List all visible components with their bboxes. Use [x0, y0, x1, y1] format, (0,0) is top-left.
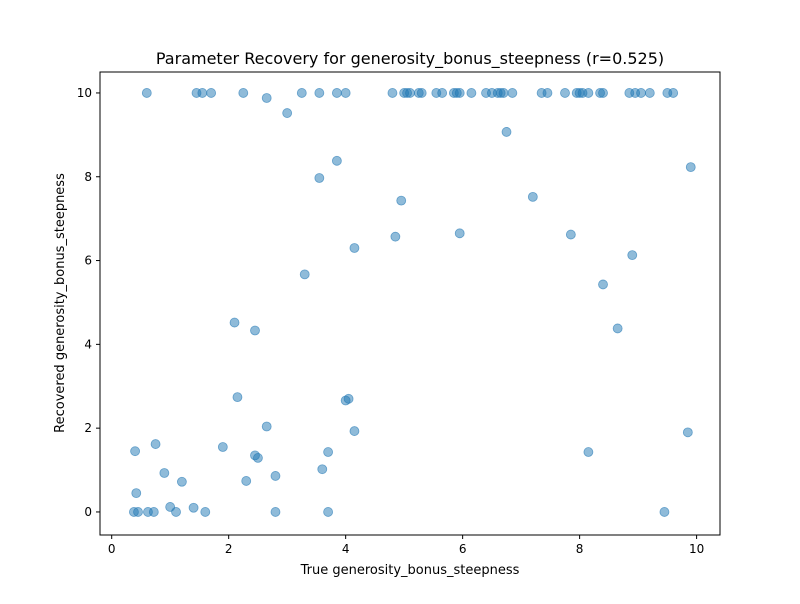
scatter-point: [598, 88, 608, 98]
scatter-point: [527, 191, 538, 202]
scatter-point: [565, 229, 576, 240]
scatter-point: [636, 88, 646, 98]
scatter-point: [250, 325, 260, 336]
scatter-point: [331, 88, 342, 98]
scatter-point: [416, 88, 427, 98]
scatter-point: [323, 447, 334, 457]
scatter-point: [583, 447, 594, 457]
scatter-point: [176, 476, 187, 487]
scatter-point: [261, 93, 272, 103]
scatter-point: [148, 507, 159, 517]
x-axis-label: True generosity_bonus_steepness: [300, 563, 520, 578]
x-tick-label: 8: [576, 542, 584, 556]
scatter-point: [598, 279, 608, 290]
x-tick-label: 2: [225, 542, 233, 556]
scatter-point: [668, 88, 679, 98]
scatter-point: [159, 468, 170, 478]
scatter-point: [296, 88, 307, 98]
scatter-point: [131, 488, 142, 498]
scatter-point: [171, 507, 181, 517]
scatter-point: [466, 88, 477, 98]
scatter-point: [253, 453, 263, 463]
scatter-point: [349, 243, 360, 253]
scatter-point: [232, 392, 243, 403]
scatter-point: [314, 88, 325, 98]
scatter-point: [282, 108, 293, 118]
x-tick-label: 0: [108, 542, 116, 556]
x-tick-label: 4: [342, 542, 350, 556]
y-axis: 0 2 4 6 8 10: [77, 86, 100, 519]
scatter-point: [405, 88, 415, 98]
scatter-point: [241, 476, 252, 486]
scatter-point: [317, 464, 328, 475]
scatter-point: [141, 88, 152, 98]
scatter-point: [612, 323, 623, 334]
scatter-point: [560, 88, 570, 98]
scatter-point: [197, 88, 208, 98]
x-tick-label: 6: [459, 542, 467, 556]
x-axis: 0 2 4 6 8 10: [108, 535, 704, 556]
scatter-point: [542, 88, 553, 98]
y-tick-label: 6: [84, 254, 92, 268]
scatter-point: [270, 507, 281, 517]
scatter-point: [314, 173, 325, 183]
scatter-point: [501, 127, 512, 137]
scatter-point: [454, 228, 465, 239]
scatter-point: [200, 507, 211, 517]
scatter-point: [583, 88, 594, 98]
scatter-point: [498, 88, 509, 98]
scatter-point: [349, 426, 360, 436]
scatter-point: [188, 502, 199, 513]
scatter-point: [323, 507, 334, 517]
y-tick-label: 2: [84, 421, 92, 435]
points-layer: [129, 88, 696, 517]
y-tick-label: 4: [84, 337, 92, 351]
scatter-point: [682, 427, 693, 438]
scatter-point: [627, 250, 638, 261]
scatter-point: [270, 471, 281, 481]
scatter-point: [454, 88, 465, 98]
scatter-point: [396, 195, 407, 206]
y-axis-label: Recovered generosity_bonus_steepness: [53, 173, 68, 433]
scatter-point: [206, 88, 217, 98]
scatter-point: [437, 88, 448, 98]
scatter-point: [217, 442, 228, 452]
scatter-point: [507, 88, 518, 98]
plot-frame: [99, 71, 721, 536]
chart-title: Parameter Recovery for generosity_bonus_…: [156, 49, 664, 69]
y-tick-label: 8: [84, 170, 92, 184]
scatter-point: [133, 507, 143, 517]
scatter-point: [685, 162, 696, 173]
scatter-point: [238, 88, 249, 98]
scatter-point: [229, 317, 240, 328]
scatter-point: [299, 269, 310, 280]
scatter-point: [340, 395, 351, 406]
x-tick-label: 10: [689, 542, 704, 556]
scatter-point: [659, 507, 670, 517]
scatter-point: [331, 155, 342, 166]
scatter-point: [261, 421, 272, 432]
scatter-point: [644, 88, 655, 98]
scatter-point: [390, 231, 401, 242]
y-tick-label: 0: [84, 505, 92, 519]
scatter-point: [340, 88, 351, 98]
scatter-point: [130, 446, 140, 457]
y-tick-label: 10: [77, 86, 92, 100]
scatter-point: [387, 88, 398, 98]
scatter-point: [150, 439, 161, 449]
